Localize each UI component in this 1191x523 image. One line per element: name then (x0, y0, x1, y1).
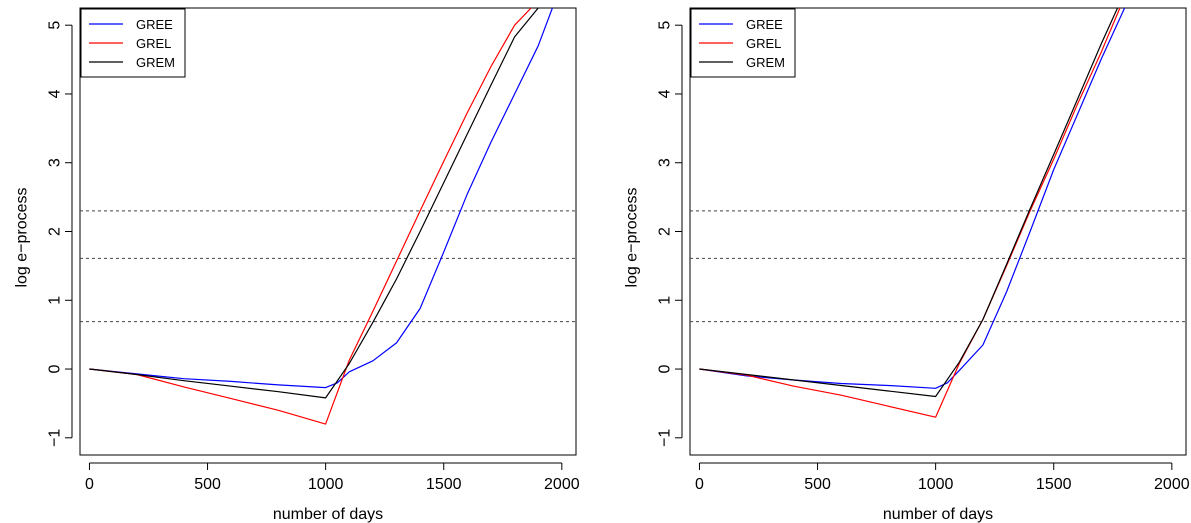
chart1-x-tick-label-2000: 2000 (544, 476, 580, 493)
chart2-x-tick-label-1500: 1500 (1036, 476, 1072, 493)
chart1-series-grem (89, 8, 539, 399)
chart1-x-axis-label: number of days (273, 506, 383, 523)
chart1-y-tick-label-1: 0 (47, 364, 64, 373)
chart1-y-tick-label-4: 3 (47, 158, 64, 167)
chart2-y-tick-label-0: −1 (657, 429, 674, 447)
chart2-x-tick-label-1000: 1000 (918, 476, 954, 493)
chart2-series-group (699, 8, 1126, 418)
chart2-y-tick-label-1: 0 (657, 364, 674, 373)
chart1-series-grel (89, 8, 532, 425)
chart2-legend-label-grem: GREM (746, 55, 785, 70)
chart2-y-tick-label-6: 5 (657, 21, 674, 30)
chart2-y-axis-label: log e−process (624, 187, 641, 287)
chart1-plot-frame (79, 7, 577, 456)
chart2-series-gree (699, 8, 1126, 389)
chart1-legend-label-grel: GREL (136, 36, 171, 51)
chart1-y-tick-label-0: −1 (47, 429, 64, 447)
chart2-x-tick-label-0: 0 (695, 476, 704, 493)
chart1-y-tick-label-2: 1 (47, 296, 64, 305)
chart1-y-tick-label-5: 4 (47, 89, 64, 98)
chart-left: 0 500 1000 1500 2000 number of days −1 0 1 2 3 4 5 lo… (14, 7, 580, 523)
chart1-legend-label-gree: GREE (136, 17, 173, 32)
chart1-series-gree (89, 8, 553, 389)
chart2-y-tick-label-4: 3 (657, 158, 674, 167)
chart2-series-grem (699, 8, 1119, 398)
chart2-x-axis-label: number of days (883, 506, 993, 523)
chart2-legend-label-grel: GREL (746, 36, 781, 51)
chart-right: 0 500 1000 1500 2000 number of days −1 0 1 2 3 4 5 lo… (624, 7, 1190, 523)
chart1-y-axis-label: log e−process (14, 187, 31, 287)
chart1-x-tick-label-0: 0 (85, 476, 94, 493)
chart2-y-tick-label-3: 2 (657, 227, 674, 236)
chart1-y-tick-label-6: 5 (47, 21, 64, 30)
chart1-x-tick-label-1000: 1000 (308, 476, 344, 493)
chart1-series-group (89, 8, 553, 425)
chart1-x-tick-label-500: 500 (194, 476, 221, 493)
chart1-legend-label-grem: GREM (136, 55, 175, 70)
chart2-x-tick-label-2000: 2000 (1154, 476, 1190, 493)
chart2-y-tick-label-2: 1 (657, 296, 674, 305)
chart2-y-tick-label-5: 4 (657, 89, 674, 98)
chart2-legend-label-gree: GREE (746, 17, 783, 32)
chart1-y-tick-label-3: 2 (47, 227, 64, 236)
chart2-plot-frame (689, 7, 1187, 456)
chart1-x-tick-label-1500: 1500 (426, 476, 462, 493)
chart2-x-tick-label-500: 500 (804, 476, 831, 493)
